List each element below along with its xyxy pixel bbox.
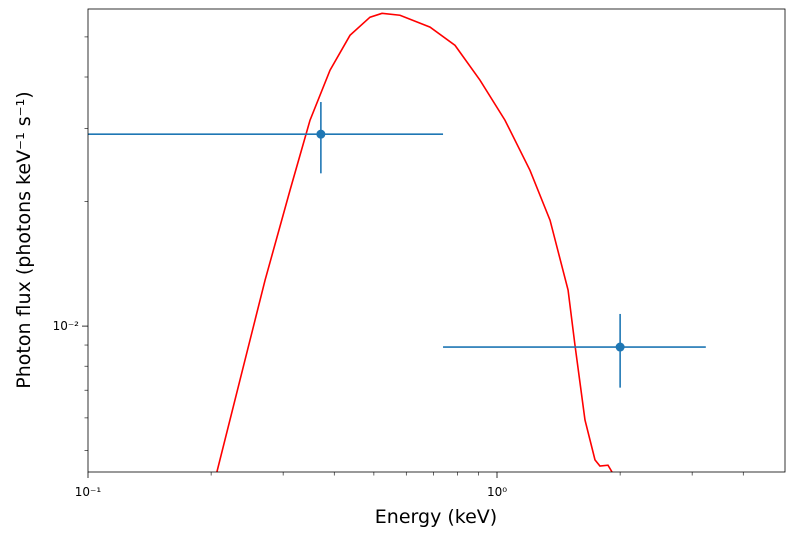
- plot-area: [88, 12, 706, 472]
- x-tick-label: 10⁻¹: [75, 485, 102, 499]
- axes-frame: [87, 8, 786, 473]
- model-line: [216, 12, 613, 472]
- x-axis-label: Energy (keV): [375, 506, 497, 528]
- x-tick-label: 10⁰: [487, 485, 507, 499]
- y-axis-label: Photon flux (photons keV⁻¹ s⁻¹): [13, 91, 35, 388]
- data-point: [316, 129, 326, 139]
- y-tick-label: 10⁻²: [53, 319, 80, 333]
- data-point: [615, 342, 625, 352]
